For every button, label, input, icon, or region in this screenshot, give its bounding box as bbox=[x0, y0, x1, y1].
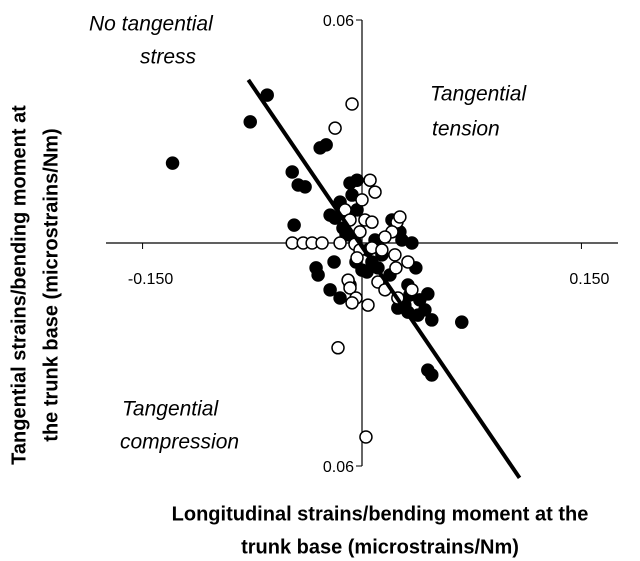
annotation: compression bbox=[120, 431, 239, 454]
point bbox=[363, 173, 377, 187]
trend-line bbox=[246, 78, 522, 480]
point bbox=[388, 248, 402, 262]
point bbox=[298, 180, 312, 194]
point bbox=[319, 138, 333, 152]
annotation: Tangential bbox=[430, 83, 527, 106]
annotation: stress bbox=[140, 46, 197, 69]
point bbox=[328, 121, 342, 135]
annotation: Tangential bbox=[122, 398, 219, 421]
point bbox=[375, 243, 389, 257]
point bbox=[411, 308, 425, 322]
y-tick-label: 0.06 bbox=[323, 459, 354, 476]
point bbox=[285, 236, 299, 250]
point bbox=[455, 315, 469, 329]
point bbox=[243, 115, 257, 129]
point bbox=[350, 173, 364, 187]
point bbox=[425, 368, 439, 382]
point bbox=[315, 236, 329, 250]
point bbox=[359, 430, 373, 444]
point bbox=[165, 156, 180, 170]
point bbox=[401, 255, 415, 269]
annotation: tension bbox=[432, 118, 500, 141]
point bbox=[343, 281, 357, 295]
point bbox=[378, 230, 392, 244]
point bbox=[421, 287, 435, 301]
point bbox=[345, 296, 359, 310]
x-tick-label: 0.150 bbox=[569, 271, 609, 288]
point bbox=[333, 291, 347, 305]
point bbox=[260, 88, 274, 102]
x-axis-label: Longitudinal strains/bending moment at t… bbox=[172, 503, 589, 525]
point bbox=[311, 268, 325, 282]
annotation: No tangential bbox=[89, 13, 214, 36]
point bbox=[405, 236, 419, 250]
point bbox=[333, 236, 347, 250]
point bbox=[327, 255, 341, 269]
point bbox=[331, 341, 345, 355]
point bbox=[345, 97, 359, 111]
y-tick-label: 0.06 bbox=[323, 13, 354, 30]
point bbox=[287, 218, 301, 232]
x-axis-label: trunk base (microstrains/Nm) bbox=[241, 536, 519, 558]
point bbox=[365, 215, 379, 229]
point bbox=[405, 283, 419, 297]
y-axis-label: the trunk base (microstrains/Nm) bbox=[40, 128, 62, 441]
point bbox=[350, 251, 364, 265]
y-axis-label: Tangential strains/bending moment at bbox=[8, 105, 30, 465]
point bbox=[323, 283, 337, 297]
point bbox=[368, 185, 382, 199]
point bbox=[393, 210, 407, 224]
x-tick-label: -0.150 bbox=[128, 271, 173, 288]
point bbox=[285, 165, 299, 179]
point bbox=[355, 193, 369, 207]
point bbox=[425, 313, 439, 327]
point bbox=[361, 298, 375, 312]
point bbox=[389, 261, 403, 275]
